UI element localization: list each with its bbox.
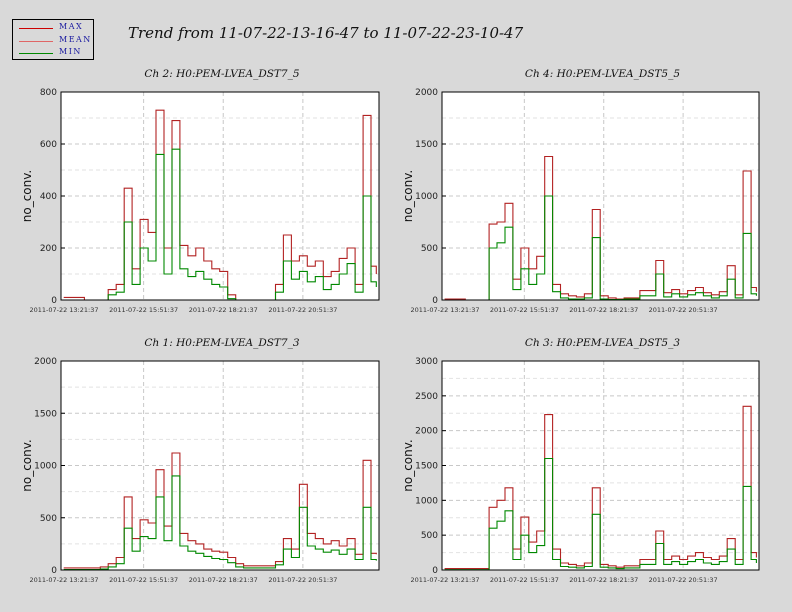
legend-item-max: MAX	[17, 22, 93, 34]
chart-title: Ch 2: H0:PEM-LVEA_DST7_5	[144, 68, 299, 80]
legend: MAX MEAN MIN	[12, 19, 94, 60]
x-tick-label: 2011-07-22 15:51:37	[109, 306, 178, 314]
legend-item-mean: MEAN	[17, 35, 93, 47]
y-tick-label: 1500	[34, 409, 57, 419]
y-tick-label: 400	[40, 192, 57, 202]
x-tick-label: 2011-07-22 13:21:37	[410, 576, 479, 584]
series-line-max	[63, 452, 377, 569]
x-tick-label: 2011-07-22 15:51:37	[490, 306, 559, 314]
y-tick-label: 1500	[415, 462, 438, 472]
x-tick-label: 2011-07-22 13:21:37	[29, 576, 98, 584]
y-tick-label: 800	[40, 88, 57, 98]
y-axis-label: no_conv.	[20, 170, 34, 222]
y-tick-label: 1500	[415, 140, 438, 150]
y-tick-label: 0	[432, 296, 438, 306]
y-tick-label: 500	[421, 531, 438, 541]
legend-swatch-mean	[19, 41, 53, 42]
legend-label-min: MIN	[59, 47, 82, 56]
legend-swatch-min	[19, 53, 53, 54]
chart-panel: 2011-07-22 13:21:37 2011-07-22 15:51:37 20…	[20, 68, 380, 314]
y-tick-label: 500	[40, 514, 57, 524]
x-tick-label: 2011-07-22 13:21:37	[29, 306, 98, 314]
y-tick-label: 0	[51, 296, 57, 306]
x-tick-label: 2011-07-22 20:51:37	[649, 306, 718, 314]
series-line-min	[444, 457, 757, 571]
y-axis-label: no_conv.	[401, 439, 415, 491]
y-tick-label: 2000	[415, 88, 438, 98]
x-tick-label: 2011-07-22 20:51:37	[649, 576, 718, 584]
legend-label-mean: MEAN	[59, 35, 92, 44]
chart-panel: 2011-07-22 13:21:37 2011-07-22 15:51:37 20…	[20, 337, 380, 584]
plot-frame	[441, 360, 760, 571]
x-tick-label: 2011-07-22 20:51:37	[268, 576, 337, 584]
chart-title: Ch 4: H0:PEM-LVEA_DST5_5	[525, 68, 680, 80]
y-axis-label: no_conv.	[401, 170, 415, 222]
y-tick-label: 0	[51, 566, 57, 576]
x-tick-label: 2011-07-22 15:51:37	[109, 576, 178, 584]
series-line-min	[63, 148, 377, 301]
series-line-min	[63, 475, 377, 571]
chart-title: Ch 1: H0:PEM-LVEA_DST7_3	[144, 337, 299, 349]
y-tick-label: 600	[40, 140, 57, 150]
legend-swatch-max	[19, 28, 53, 29]
x-tick-label: 2011-07-22 13:21:37	[410, 306, 479, 314]
y-tick-label: 1000	[415, 192, 438, 202]
x-tick-label: 2011-07-22 18:21:37	[189, 576, 258, 584]
series-line-max	[444, 155, 757, 301]
y-tick-label: 1000	[34, 462, 57, 472]
chart-panel: 2011-07-22 13:21:37 2011-07-22 15:51:37 20…	[401, 337, 760, 584]
x-tick-label: 2011-07-22 15:51:37	[490, 576, 559, 584]
x-tick-label: 2011-07-22 20:51:37	[268, 306, 337, 314]
y-tick-label: 2000	[34, 357, 57, 367]
series-line-max	[63, 109, 377, 301]
x-tick-label: 2011-07-22 18:21:37	[569, 576, 638, 584]
y-tick-label: 0	[432, 566, 438, 576]
main-title: Trend from 11-07-22-13-16-47 to 11-07-22…	[128, 24, 524, 42]
y-axis-label: no_conv.	[20, 439, 34, 491]
y-tick-label: 200	[40, 244, 57, 254]
chart-title: Ch 3: H0:PEM-LVEA_DST5_3	[525, 337, 680, 349]
plot-frame	[441, 91, 760, 301]
y-tick-label: 2500	[415, 392, 438, 402]
x-tick-label: 2011-07-22 18:21:37	[189, 306, 258, 314]
y-tick-label: 3000	[415, 357, 438, 367]
legend-item-min: MIN	[17, 47, 93, 59]
y-tick-label: 1000	[415, 496, 438, 506]
legend-label-max: MAX	[59, 22, 84, 31]
plot-area	[61, 361, 379, 570]
x-tick-label: 2011-07-22 18:21:37	[569, 306, 638, 314]
plot-frame	[60, 360, 380, 571]
chart-panel: 2011-07-22 13:21:37 2011-07-22 15:51:37 20…	[401, 68, 760, 314]
plot-frame	[60, 91, 380, 301]
y-tick-label: 500	[421, 244, 438, 254]
y-tick-label: 2000	[415, 427, 438, 437]
